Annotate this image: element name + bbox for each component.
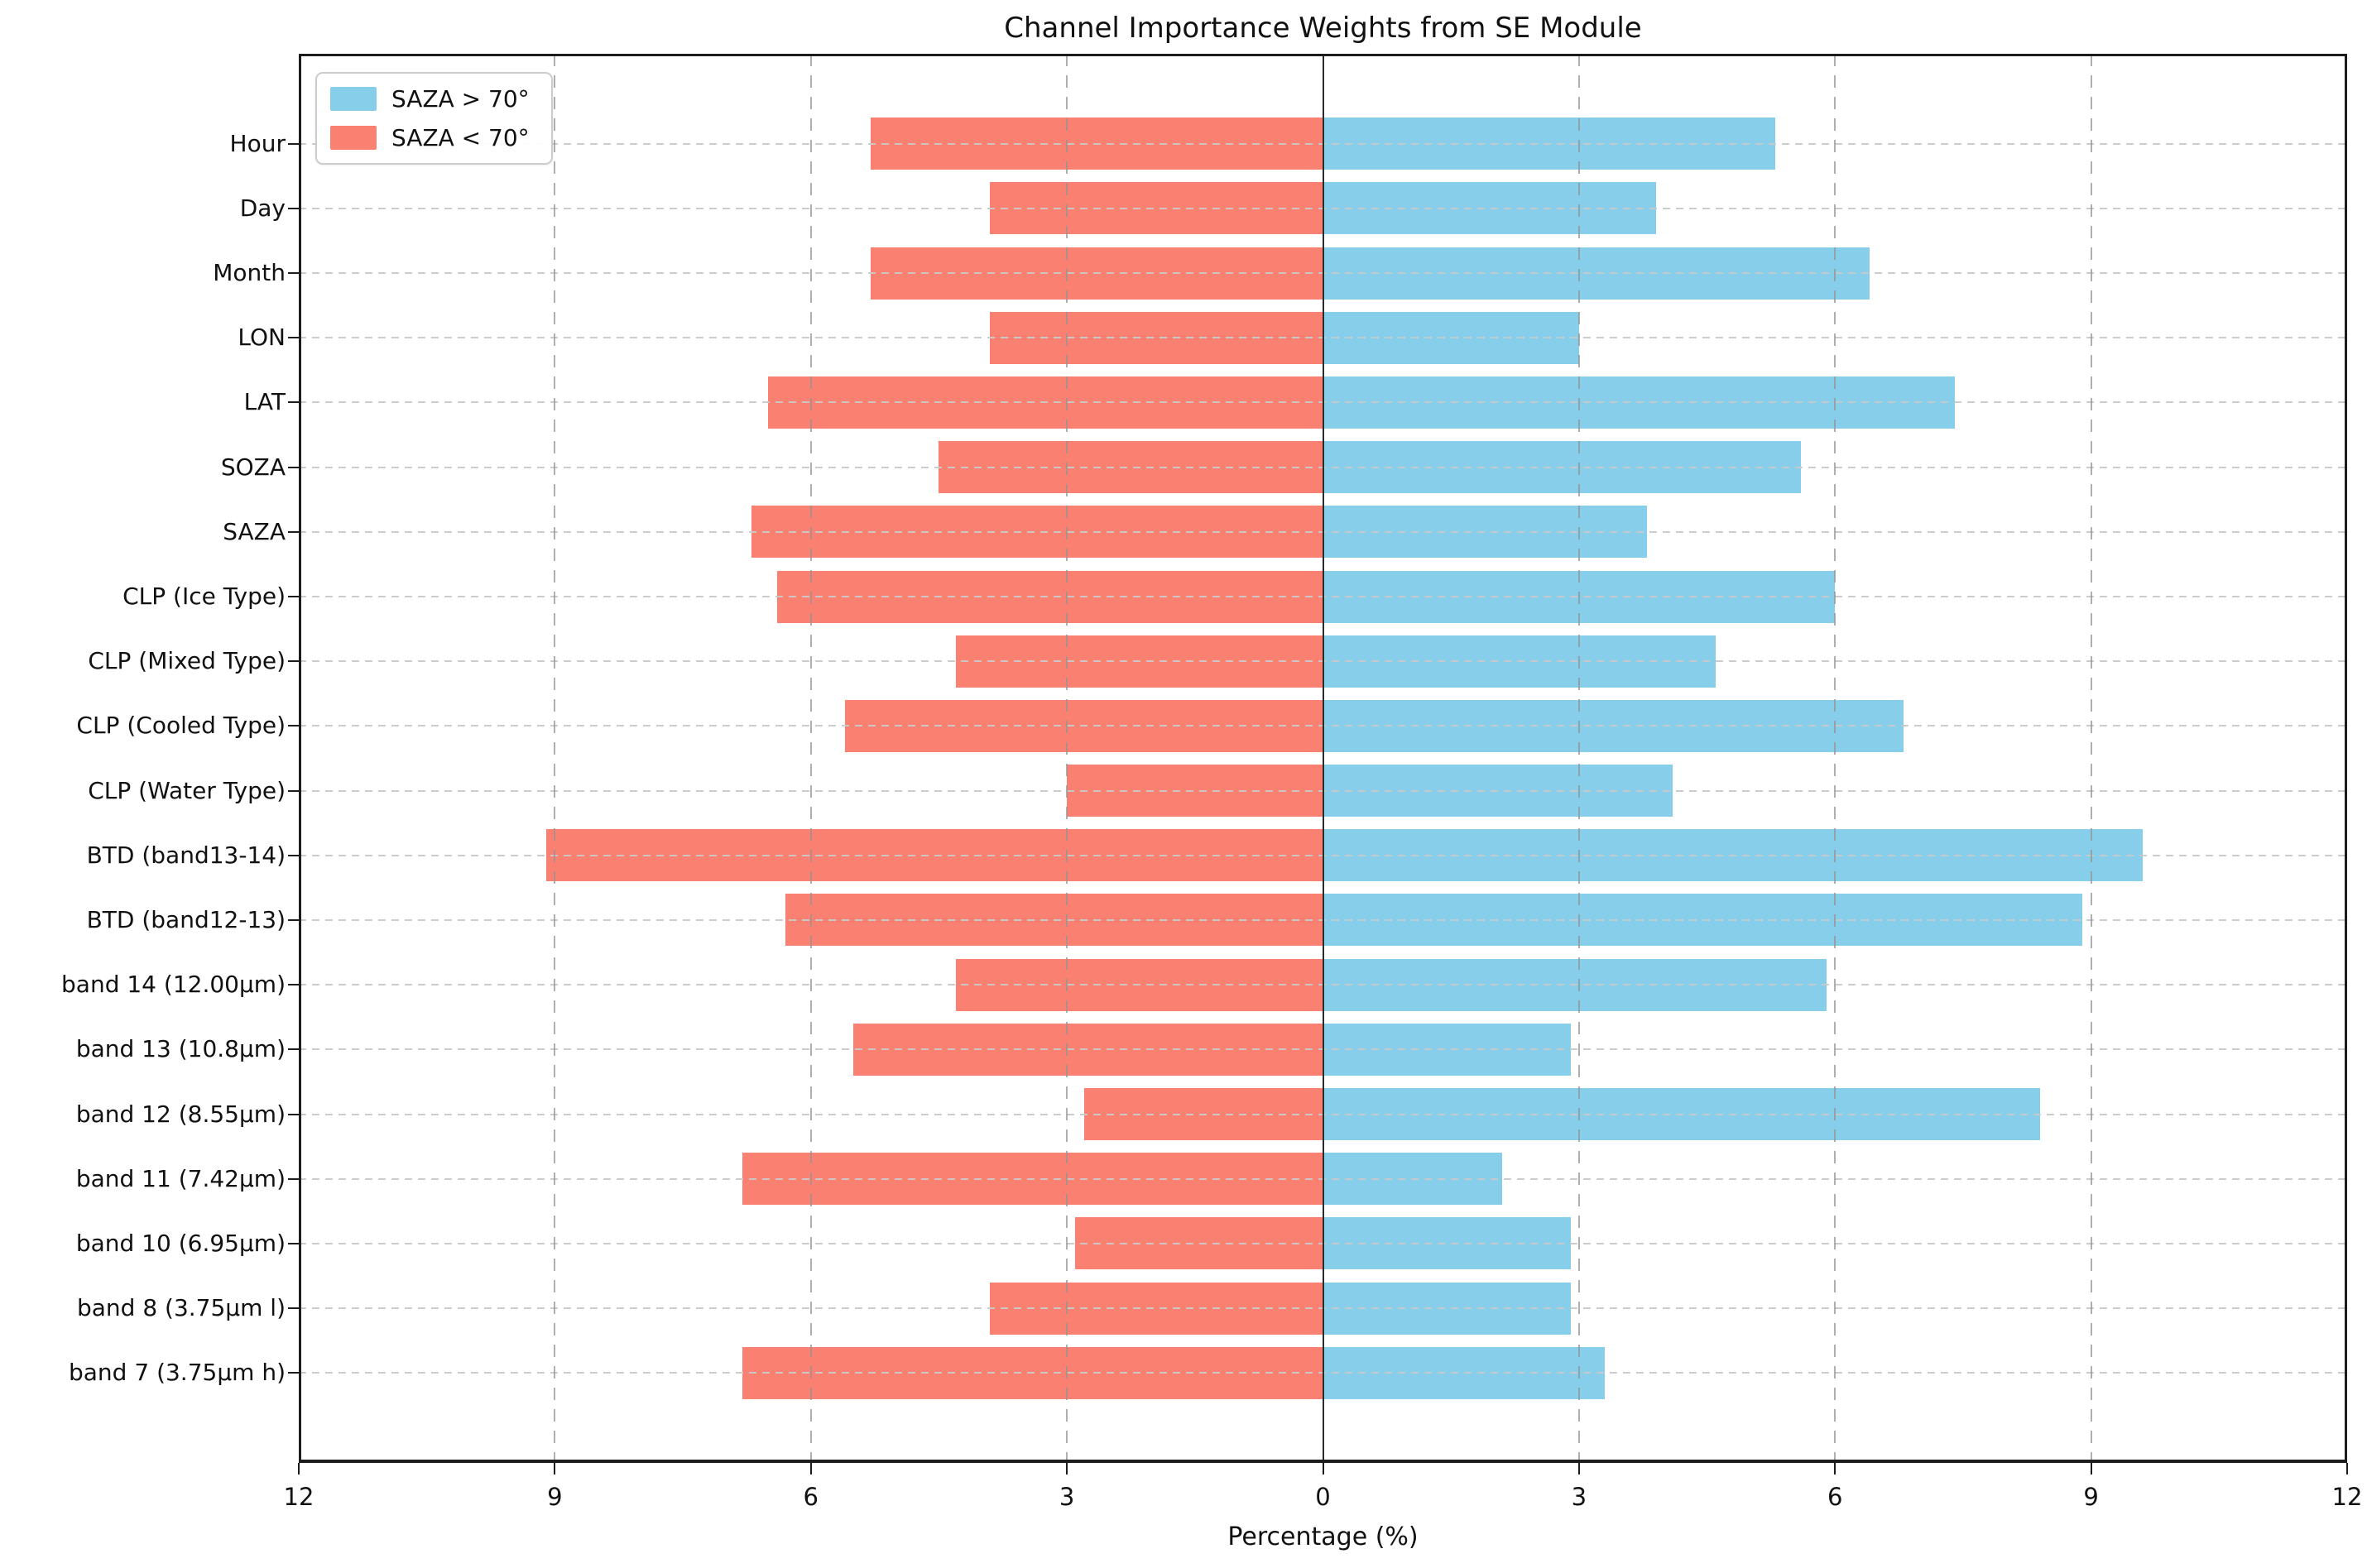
x-tick (1577, 1463, 1580, 1474)
v-gridline (809, 54, 812, 1463)
y-tick (288, 1372, 299, 1374)
y-tick (288, 1177, 299, 1180)
y-tick (288, 466, 299, 468)
x-tick-label: 12 (283, 1483, 314, 1511)
x-tick-label: 0 (1315, 1483, 1331, 1511)
x-tick-label: 3 (1571, 1483, 1587, 1511)
y-tick-label: Month (213, 259, 286, 287)
y-tick-label: LON (238, 324, 286, 352)
x-tick (298, 1463, 300, 1474)
y-tick-label: CLP (Cooled Type) (76, 712, 286, 740)
y-tick (288, 337, 299, 339)
x-tick (554, 1463, 556, 1474)
y-tick-label: BTD (band13-14) (86, 841, 286, 869)
y-tick (288, 918, 299, 921)
y-tick (288, 1113, 299, 1115)
y-tick-label: band 13 (10.8μm) (75, 1035, 286, 1063)
y-tick-label: CLP (Mixed Type) (88, 647, 286, 675)
y-tick (288, 1048, 299, 1051)
x-axis-label: Percentage (%) (1227, 1522, 1419, 1551)
y-tick (288, 660, 299, 663)
legend-swatch (330, 87, 377, 111)
y-tick-label: band 7 (3.75μm h) (69, 1359, 286, 1387)
chart-title: Channel Importance Weights from SE Modul… (1004, 12, 1642, 45)
legend: SAZA > 70° SAZA < 70° (315, 72, 553, 165)
y-tick (288, 1307, 299, 1310)
y-tick-label: band 14 (12.00μm) (61, 971, 286, 999)
y-tick-label: SAZA (223, 517, 286, 545)
legend-item: SAZA < 70° (330, 124, 530, 151)
plot-area: SAZA > 70° SAZA < 70° (299, 54, 2347, 1463)
v-gridline (1577, 54, 1580, 1463)
x-tick-label: 6 (803, 1483, 819, 1511)
y-tick (288, 1242, 299, 1244)
y-tick-label: band 8 (3.75μm l) (76, 1294, 286, 1322)
y-tick (288, 854, 299, 856)
v-gridline (1834, 54, 1836, 1463)
x-tick (1322, 1463, 1324, 1474)
legend-item: SAZA > 70° (330, 85, 530, 113)
y-tick (288, 272, 299, 275)
x-tick-label: 12 (2331, 1483, 2363, 1511)
x-tick (2346, 1463, 2348, 1474)
y-tick-label: CLP (Ice Type) (122, 583, 286, 611)
x-tick-label: 9 (2083, 1483, 2099, 1511)
y-tick-label: band 12 (8.55μm) (75, 1100, 286, 1128)
x-tick-label: 3 (1059, 1483, 1075, 1511)
y-tick (288, 789, 299, 792)
x-tick-label: 6 (1827, 1483, 1843, 1511)
x-tick (1066, 1463, 1068, 1474)
y-tick (288, 207, 299, 209)
legend-swatch (330, 126, 377, 150)
x-tick-label: 9 (547, 1483, 563, 1511)
y-tick-label: SOZA (220, 453, 286, 481)
y-tick-label: BTD (band12-13) (86, 905, 286, 933)
v-gridline (1066, 54, 1068, 1463)
y-tick (288, 142, 299, 145)
y-tick (288, 530, 299, 533)
legend-label: SAZA < 70° (391, 124, 530, 151)
v-gridline (554, 54, 556, 1463)
zero-line (1322, 54, 1324, 1463)
x-tick (1834, 1463, 1836, 1474)
y-tick (288, 401, 299, 404)
legend-label: SAZA > 70° (391, 85, 530, 113)
y-tick-label: band 11 (7.42μm) (75, 1164, 286, 1192)
y-tick-label: Day (239, 194, 286, 222)
y-tick (288, 725, 299, 727)
y-tick-label: LAT (243, 388, 286, 416)
x-tick (809, 1463, 812, 1474)
y-tick-label: band 10 (6.95μm) (75, 1229, 286, 1257)
v-gridline (2090, 54, 2092, 1463)
y-tick (288, 596, 299, 598)
y-tick-label: CLP (Water Type) (88, 776, 286, 804)
y-tick-label: Hour (229, 129, 286, 157)
x-tick (2090, 1463, 2092, 1474)
y-tick (288, 984, 299, 986)
